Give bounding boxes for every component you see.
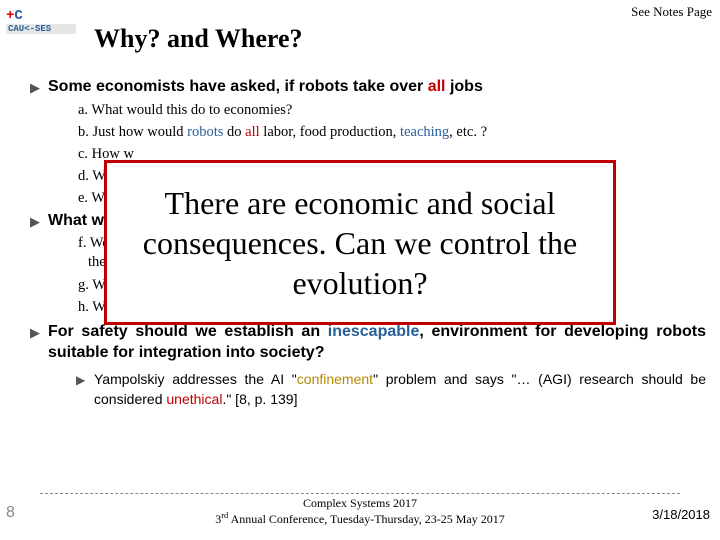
bullet-arrow-icon: ▶	[76, 370, 94, 387]
b-post: , etc. ?	[449, 124, 487, 140]
bullet-1-text: Some economists have asked, if robots ta…	[48, 76, 483, 98]
footer-line2-post: Annual Conference, Tuesday-Thursday, 23-…	[228, 512, 505, 526]
see-notes-label: See Notes Page	[631, 4, 712, 20]
b1-pre: Some economists have asked, if robots ta…	[48, 78, 428, 95]
b-mid2: labor, food production,	[260, 124, 400, 140]
overlay-callout: There are economic and social consequenc…	[104, 160, 616, 325]
b-all: all	[245, 124, 260, 140]
b3-pre: For safety should we establish an	[48, 323, 328, 340]
b1-all: all	[428, 78, 446, 95]
bullet-arrow-icon: ▶	[30, 321, 48, 341]
b-robots: robots	[187, 124, 223, 140]
logo-top: +C	[6, 8, 76, 24]
bullet-arrow-icon: ▶	[30, 76, 48, 96]
footer-date: 3/18/2018	[652, 507, 710, 522]
sub-b: b. Just how would robots do all labor, f…	[78, 122, 706, 142]
logo: +C CAU<-SES	[6, 8, 76, 34]
footer-center: Complex Systems 2017 3rd Annual Conferen…	[0, 496, 720, 528]
b3-post: for integration into society?	[108, 344, 324, 361]
b-pre: b. Just how would	[78, 124, 187, 140]
sub-yampolskiy: ▶ Yampolskiy addresses the AI "confineme…	[76, 370, 706, 409]
logo-bottom: CAU<-SES	[6, 24, 76, 34]
logo-c: C	[14, 8, 22, 24]
y-post: ." [8, p. 139]	[222, 391, 297, 407]
footer-line1: Complex Systems 2017	[303, 496, 417, 510]
b3-suitable: suitable	[48, 344, 108, 361]
footer-divider	[40, 493, 680, 494]
bullet-3: ▶ For safety should we establish an ines…	[30, 321, 706, 364]
overlay-text: There are economic and social consequenc…	[107, 179, 613, 307]
b3-inescapable: inescapable	[328, 323, 420, 340]
bullet-3-text: For safety should we establish an inesca…	[48, 321, 706, 364]
y-conf: confinement	[297, 371, 373, 387]
b-mid: do	[223, 124, 245, 140]
b3-mid: , environment for developing robots	[419, 323, 706, 340]
y-uneth: unethical	[166, 391, 222, 407]
bullet-arrow-icon: ▶	[30, 210, 48, 230]
y-pre: Yampolskiy addresses the AI "	[94, 371, 297, 387]
sub-yampolskiy-text: Yampolskiy addresses the AI "confinement…	[94, 370, 706, 409]
slide-title: Why? and Where?	[94, 24, 303, 54]
footer: 8 Complex Systems 2017 3rd Annual Confer…	[0, 496, 720, 532]
sub-a: a. What would this do to economies?	[78, 100, 706, 120]
bullet-1: ▶ Some economists have asked, if robots …	[30, 76, 706, 98]
b-teach: teaching	[400, 124, 449, 140]
b1-post: jobs	[446, 78, 483, 95]
